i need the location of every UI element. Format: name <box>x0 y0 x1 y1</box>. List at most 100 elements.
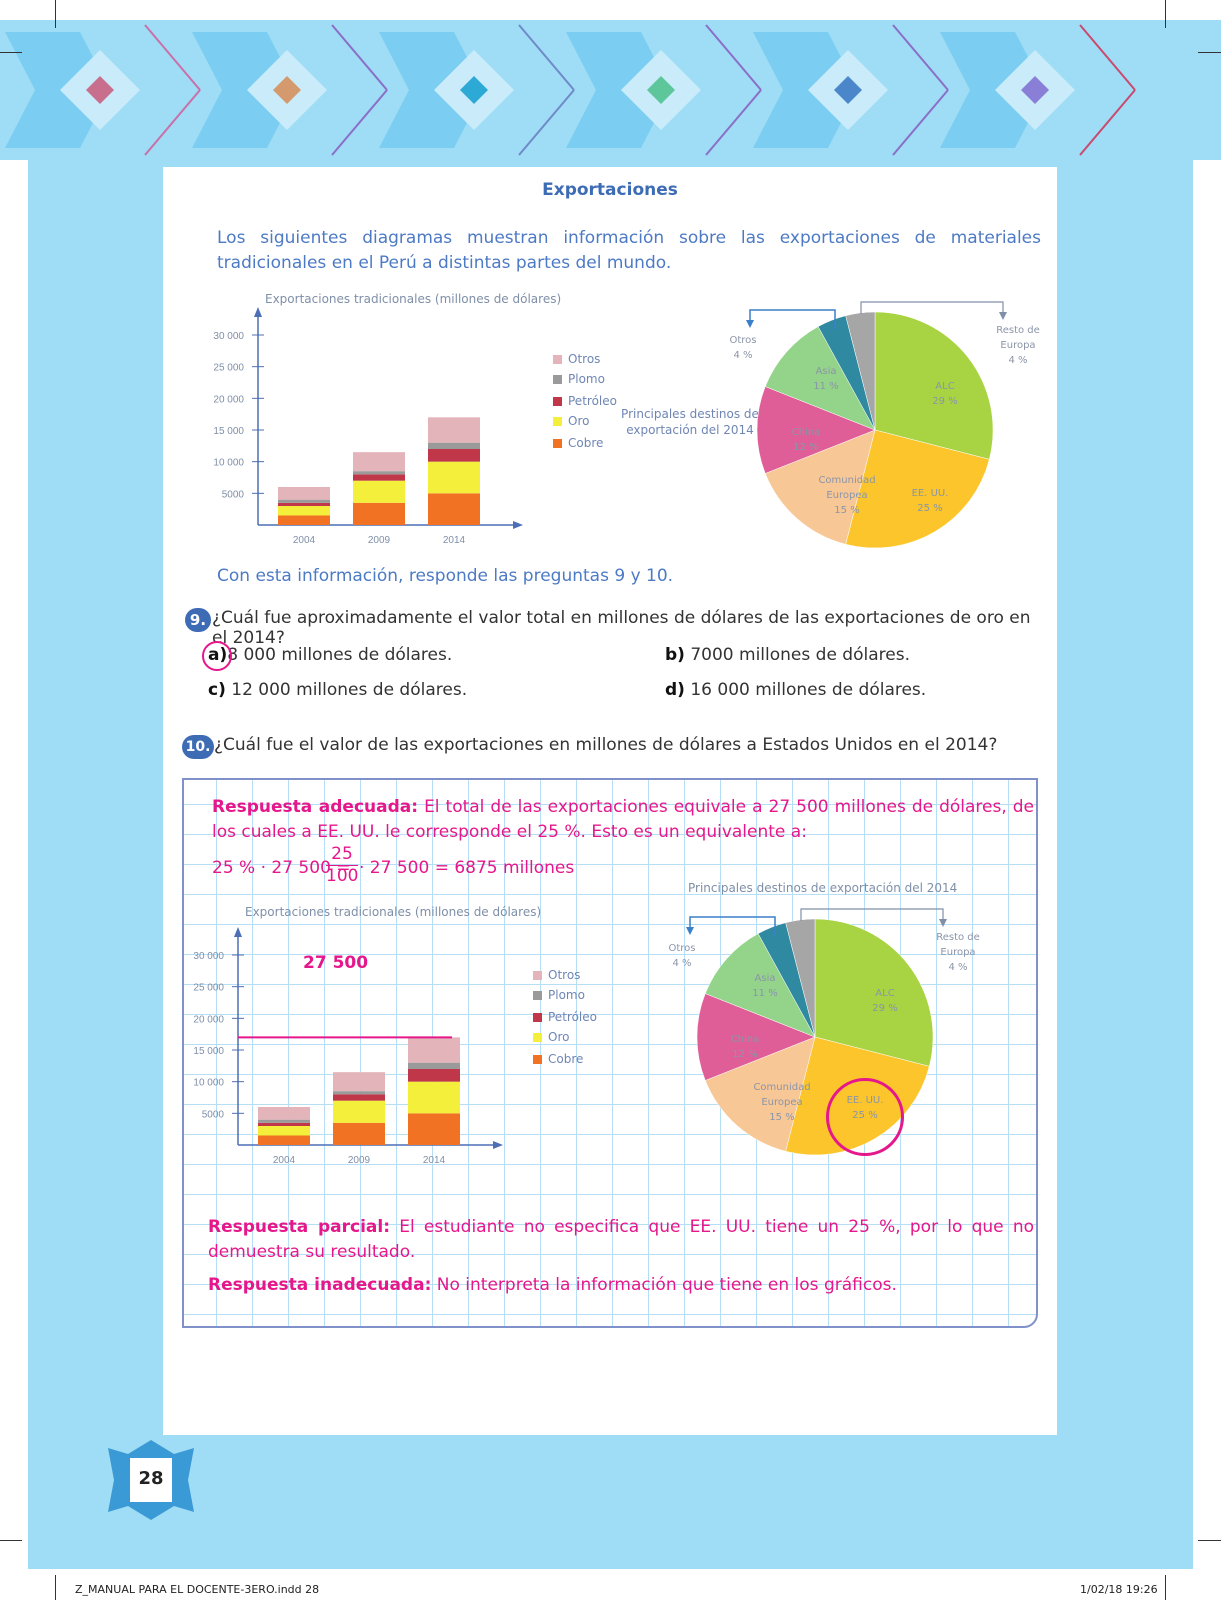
fraction: 25 100 <box>326 844 358 887</box>
banner-line <box>144 24 201 91</box>
legend-label: Plomo <box>548 988 585 1002</box>
y-tick-label: 25 000 <box>193 983 224 994</box>
banner-chevron <box>566 32 671 148</box>
pie-label-text: Comunidad Europea <box>818 475 876 501</box>
legend-label: Petróleo <box>548 1010 597 1024</box>
bar-segment <box>353 502 405 525</box>
pie-label-pct: 11 % <box>813 381 839 392</box>
x-tick-label: 2009 <box>368 535 391 546</box>
bar-segment <box>408 1069 460 1082</box>
crop-mark <box>55 1575 56 1600</box>
pie-label-pct: 25 % <box>917 503 943 514</box>
banner-line <box>518 24 575 91</box>
legend-swatch <box>533 970 542 980</box>
option-text: 7000 millones de dólares. <box>690 645 910 665</box>
question-number-text: 10. <box>185 739 211 755</box>
y-tick-label: 15 000 <box>193 1046 224 1057</box>
pie-label-eeuu: EE. UU. 25 % <box>908 486 952 516</box>
fraction-numerator: 25 <box>326 844 358 866</box>
pie-label-pct: 12 % <box>793 442 819 453</box>
bar-segment <box>278 502 330 506</box>
legend-label: Oro <box>568 414 590 428</box>
x-tick-label: 2014 <box>423 1155 446 1166</box>
banner-chevron <box>192 32 297 148</box>
legend-label: Otros <box>568 352 601 366</box>
y-tick-label: 25 000 <box>213 363 244 374</box>
legend-label: Oro <box>548 1030 570 1044</box>
question-9-number: 9. <box>185 608 211 632</box>
banner-line <box>892 89 949 156</box>
option-9d: d) 16 000 millones de dólares. <box>665 680 926 700</box>
bar-segment <box>353 480 405 503</box>
banner-line <box>705 24 762 91</box>
bar-segment <box>278 506 330 516</box>
y-tick-label: 30 000 <box>193 951 224 962</box>
pie-caption-2: Principales destinos de exportación del … <box>688 881 958 895</box>
crop-mark <box>1165 0 1166 28</box>
legend-swatch <box>533 1054 542 1064</box>
bar-segment <box>408 1081 460 1114</box>
x-axis-arrow <box>493 1141 503 1149</box>
pie-label-text: Resto de Europa <box>996 325 1040 351</box>
banner-line <box>518 89 575 156</box>
answer-circle-9a <box>202 641 232 671</box>
formula-right: · 27 500 = 6875 millones <box>359 858 575 878</box>
pie-label-text: Otros <box>729 335 757 346</box>
option-key: d) <box>665 680 685 700</box>
banner-line <box>331 89 388 156</box>
crop-mark <box>0 1540 22 1541</box>
partial-answer: Respuesta parcial: El estudiante no espe… <box>208 1215 1034 1265</box>
pie-label-text: Asia <box>815 366 837 377</box>
pie-label-pct: 4 % <box>672 958 692 969</box>
question-9-text: ¿Cuál fue aproximadamente el valor total… <box>212 608 1031 648</box>
pie-slice <box>785 918 816 1038</box>
bar-segment <box>428 449 480 462</box>
fraction-denominator: 100 <box>326 866 359 886</box>
callout-resto <box>800 908 944 921</box>
inadequate-answer: Respuesta inadecuada: No interpreta la i… <box>208 1275 1034 1295</box>
legend-label: Plomo <box>568 372 605 386</box>
legend-item: Otros <box>533 965 597 985</box>
bar-segment <box>428 417 480 443</box>
pie-label-pct: 12 % <box>732 1049 758 1060</box>
bar-segment <box>408 1113 460 1145</box>
bar-segment <box>333 1122 385 1145</box>
answer-box <box>182 778 1038 1328</box>
bar-segment <box>333 1091 385 1095</box>
y-axis-arrow <box>234 927 242 937</box>
x-tick-label: 2004 <box>293 535 316 546</box>
crop-mark <box>0 52 22 53</box>
legend-swatch <box>553 416 562 426</box>
pie-label-pct: 15 % <box>769 1112 795 1123</box>
legend-item: Otros <box>553 349 617 369</box>
crop-mark <box>1165 1575 1166 1600</box>
pie-slice <box>704 1036 816 1152</box>
legend-item: Plomo <box>533 985 597 1005</box>
banner-chevron <box>379 32 484 148</box>
adequate-answer: Respuesta adecuada: El total de las expo… <box>212 795 1034 845</box>
pie-slice <box>845 429 990 549</box>
eeuu-answer-circle <box>826 1078 904 1156</box>
bar-segment <box>258 1135 310 1145</box>
page-number: 28 <box>138 1468 164 1489</box>
total-marker-value: 27 500 <box>303 953 369 973</box>
y-tick-label: 15 000 <box>213 426 244 437</box>
pie-slice <box>696 993 816 1081</box>
bar-segment <box>353 471 405 475</box>
legend-label: Petróleo <box>568 394 617 408</box>
pie-label-asia: Asia 11 % <box>806 364 846 394</box>
pie-label-pct: 15 % <box>834 505 860 516</box>
legend-item: Petróleo <box>533 1007 597 1027</box>
bar-legend-2: Otros Plomo Petróleo Oro Cobre <box>533 965 597 1069</box>
legend-item: Oro <box>533 1027 597 1047</box>
x-tick-label: 2014 <box>443 535 466 546</box>
banner-diamond-inner <box>834 76 862 104</box>
pie-label-resto: Resto de Europa 4 % <box>988 323 1048 368</box>
bar-segment <box>258 1122 310 1126</box>
option-key: c) <box>208 680 226 700</box>
banner-diamond-inner <box>647 76 675 104</box>
pie-label-pct: 4 % <box>948 962 968 973</box>
partial-text: El estudiante no especifica que EE. UU. … <box>208 1217 1035 1262</box>
banner-line <box>892 24 949 91</box>
bar-segment <box>258 1126 310 1136</box>
